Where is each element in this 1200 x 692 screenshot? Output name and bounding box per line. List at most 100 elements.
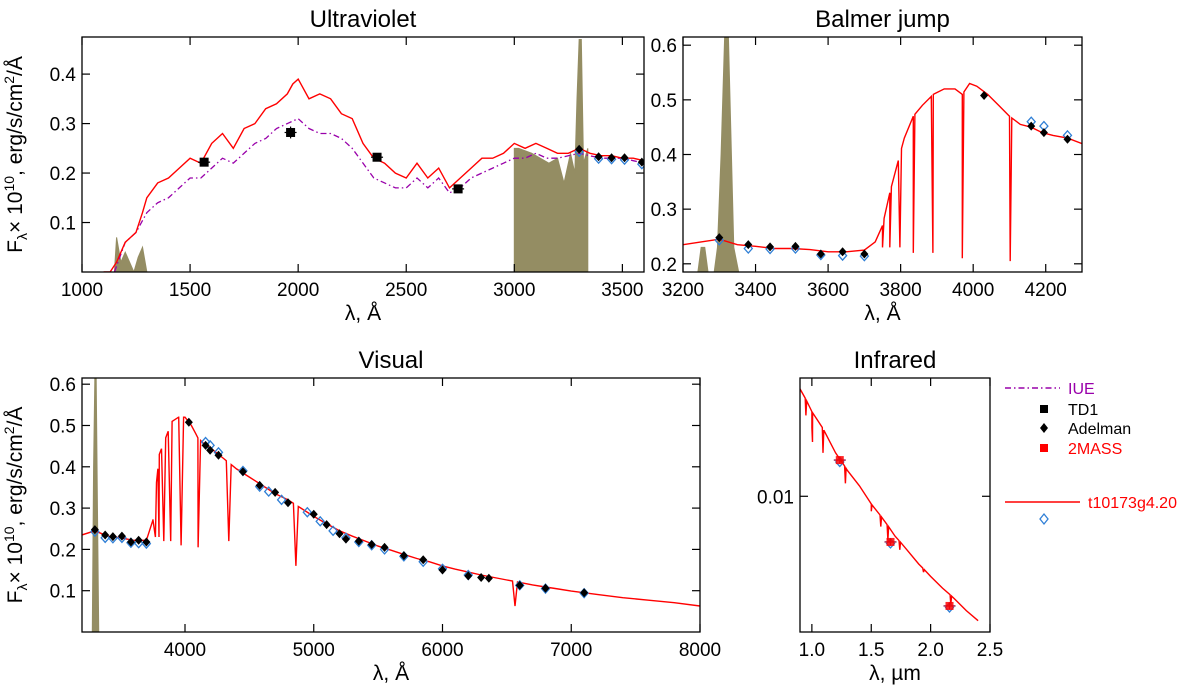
x-axis-label: λ, µm bbox=[869, 662, 921, 685]
panel-balmer-jump: 3200 3400 3600 3800 4000 4200 0.2 0.3 0.4 0.5 0.6 B… bbox=[651, 6, 1083, 325]
y-tick-label: 0.1 bbox=[50, 582, 76, 603]
y-tick-label: 0.6 bbox=[651, 36, 677, 57]
y-tick-label: 0.5 bbox=[50, 416, 76, 437]
adelman-point bbox=[464, 571, 473, 581]
adelman-point bbox=[134, 535, 143, 545]
x-tick-label: 4000 bbox=[952, 280, 994, 301]
adelman-point bbox=[255, 480, 264, 490]
legend-symbol-td1 bbox=[1040, 405, 1048, 413]
x-tick-label: 3500 bbox=[601, 280, 643, 301]
x-tick-label: 6000 bbox=[421, 640, 463, 661]
adelman-point bbox=[580, 588, 589, 598]
adelman-point bbox=[367, 539, 376, 549]
legend-label-4: t10173g4.20 bbox=[1088, 495, 1177, 512]
legend-symbol-2mass bbox=[1040, 444, 1048, 452]
filled-region-1 bbox=[513, 38, 589, 272]
adelman-point bbox=[214, 450, 223, 460]
td1-point bbox=[286, 127, 296, 137]
legend-label-1: TD1 bbox=[1068, 402, 1098, 419]
y-tick-label: 0.5 bbox=[651, 91, 677, 112]
x-tick-label: 2.5 bbox=[977, 640, 1003, 661]
x-tick-label: 1.0 bbox=[799, 640, 825, 661]
adelman-point bbox=[126, 537, 135, 547]
x-tick-label: 4200 bbox=[1025, 280, 1067, 301]
adelman-point bbox=[838, 247, 847, 257]
adelman-point bbox=[399, 551, 408, 561]
x-tick-label: 1000 bbox=[61, 280, 103, 301]
adelman-point bbox=[206, 445, 215, 455]
twomass-point bbox=[945, 601, 954, 610]
adelman-point bbox=[620, 153, 629, 163]
adelman-point bbox=[142, 537, 151, 547]
synthetic-point bbox=[276, 494, 287, 506]
twomass-point bbox=[835, 456, 844, 465]
legend: IUE TD1 Adelman 2MASS t10173g4.20 bbox=[1005, 381, 1177, 526]
synthetic-point bbox=[743, 243, 754, 254]
x-tick-label: 3600 bbox=[807, 280, 849, 301]
adelman-point bbox=[637, 157, 644, 167]
synthetic-point bbox=[302, 506, 313, 518]
adelman-point bbox=[201, 440, 210, 450]
adelman-point bbox=[117, 531, 126, 541]
adelman-point bbox=[271, 487, 280, 497]
adelman-point bbox=[438, 565, 447, 575]
adelman-point bbox=[90, 525, 99, 535]
adelman-point bbox=[108, 532, 117, 542]
synthetic-point bbox=[837, 250, 848, 262]
filled-region-0 bbox=[697, 246, 709, 272]
model-series-line bbox=[82, 416, 700, 607]
adelman-point bbox=[575, 144, 584, 154]
axes-frame bbox=[81, 36, 645, 273]
synthetic-point bbox=[263, 486, 274, 498]
adelman-point bbox=[322, 520, 331, 530]
adelman-point bbox=[354, 536, 363, 546]
y-tick-label: 0.4 bbox=[50, 458, 77, 479]
plot-area bbox=[683, 37, 1082, 272]
y-tick-label: 0.6 bbox=[50, 375, 76, 396]
panel-ultraviolet: 1000 1500 2000 2500 3000 3500 0.1 0.2 0.3 0.4 Ultr… bbox=[1, 6, 645, 325]
panel-infrared: 1.0 1.5 2.0 2.5 0.01 Infrared λ, µm bbox=[757, 347, 1003, 685]
adelman-point bbox=[1027, 121, 1036, 131]
y-tick-label: 0.3 bbox=[651, 200, 677, 221]
x-tick-label: 2500 bbox=[385, 280, 427, 301]
y-tick-label: 0.3 bbox=[50, 115, 76, 136]
model-series-line bbox=[800, 388, 979, 622]
x-tick-label: 5000 bbox=[293, 640, 335, 661]
chart-title: Ultraviolet bbox=[310, 6, 417, 33]
model-series-line bbox=[103, 77, 644, 272]
legend-label-0: IUE bbox=[1068, 381, 1095, 398]
x-tick-label: 8000 bbox=[679, 640, 721, 661]
adelman-point bbox=[284, 498, 292, 508]
plot-area bbox=[800, 388, 979, 622]
axes-frame bbox=[81, 377, 701, 633]
adelman-point bbox=[484, 573, 493, 583]
adelman-point bbox=[766, 242, 775, 252]
y-axis-label: Fλ× 1010, erg/s/cm2/Å bbox=[1, 407, 30, 604]
filled-region-0 bbox=[113, 237, 148, 272]
y-axis-label: Fλ× 1010, erg/s/cm2/Å bbox=[1, 56, 30, 253]
adelman-point bbox=[1039, 128, 1048, 138]
adelman-point bbox=[101, 530, 110, 540]
y-tick-label: 0.2 bbox=[651, 255, 677, 276]
x-tick-label: 3400 bbox=[734, 280, 776, 301]
plot-area bbox=[103, 38, 644, 272]
x-axis-label: λ, Å bbox=[373, 662, 409, 685]
x-tick-label: 2.0 bbox=[917, 640, 943, 661]
chart-title: Infrared bbox=[854, 347, 937, 374]
x-tick-label: 7000 bbox=[550, 640, 592, 661]
adelman-point bbox=[791, 241, 800, 251]
td1-point bbox=[199, 157, 209, 167]
adelman-point bbox=[380, 542, 389, 552]
adelman-point bbox=[744, 240, 753, 250]
y-tick-label: 0.4 bbox=[651, 146, 678, 167]
y-tick-label: 0.01 bbox=[757, 487, 794, 508]
chart-title: Visual bbox=[359, 347, 424, 374]
adelman-point bbox=[594, 152, 603, 162]
adelman-point bbox=[715, 233, 724, 243]
adelman-point bbox=[860, 249, 869, 259]
x-tick-label: 4000 bbox=[164, 640, 206, 661]
plot-area bbox=[82, 378, 700, 632]
x-axis-label: λ, Å bbox=[345, 302, 381, 325]
adelman-point bbox=[816, 249, 825, 259]
